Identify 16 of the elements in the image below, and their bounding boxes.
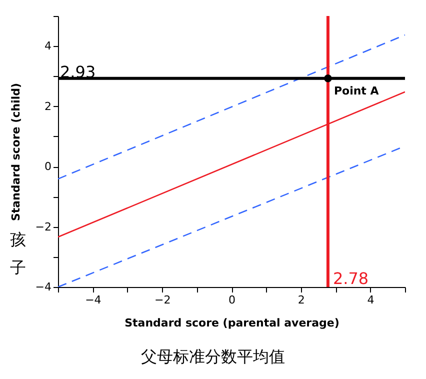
- x-tick-label: 4: [367, 294, 374, 306]
- text: 父母标准分数平均值: [140, 347, 286, 368]
- y-tick-label: 2: [44, 100, 52, 113]
- y-tick-label: 4: [44, 40, 52, 53]
- y-tick-label: −4: [35, 280, 52, 294]
- x-axis-title: Standard score (parental average): [124, 316, 340, 330]
- y-tick-label: 0: [44, 160, 52, 174]
- x-tick-label: 0: [228, 294, 236, 306]
- x-tick-label: 2: [298, 294, 305, 306]
- ref-line-label: 2.78: [332, 269, 369, 288]
- x-tick-label: −2: [154, 294, 171, 306]
- y-axis-title: Standard score (child): [9, 82, 22, 222]
- series-label: Point A: [334, 84, 380, 98]
- y-tick-label: −2: [35, 220, 52, 234]
- text: 孩子: [10, 229, 27, 279]
- x-tick-label: −4: [85, 294, 102, 306]
